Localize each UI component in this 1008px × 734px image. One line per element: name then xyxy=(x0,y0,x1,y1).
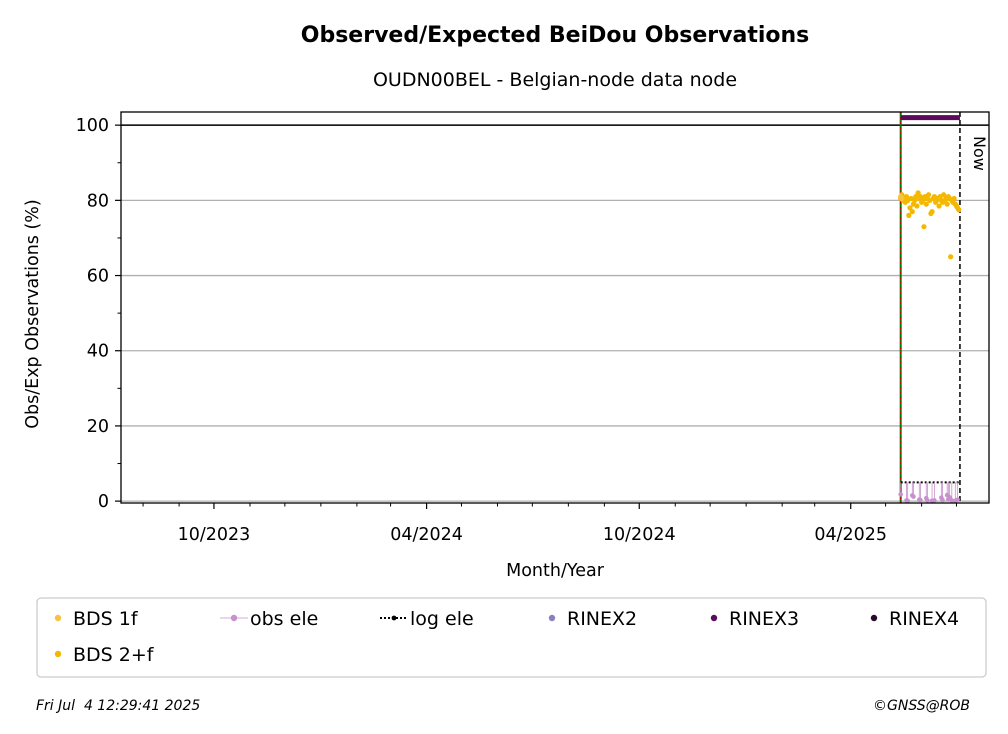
legend-label: RINEX3 xyxy=(729,608,799,630)
obs-ele-point xyxy=(898,492,903,497)
bds-2f-point xyxy=(914,203,920,209)
legend-entry: obs ele xyxy=(220,608,318,630)
legend-marker xyxy=(54,650,62,658)
x-tick-label: 10/2023 xyxy=(178,525,251,545)
legend-label: BDS 2+f xyxy=(73,644,155,666)
legend-marker xyxy=(230,614,238,622)
obs-ele-point xyxy=(949,498,955,503)
bds-2f-point xyxy=(941,192,947,198)
footer-timestamp: Fri Jul 4 12:29:41 2025 xyxy=(36,698,200,714)
legend-marker xyxy=(870,614,878,622)
legend-entry: RINEX2 xyxy=(548,608,637,630)
now-label: Now xyxy=(970,136,989,171)
legend-label: RINEX4 xyxy=(889,608,959,630)
footer-credit: ©GNSS@ROB xyxy=(873,698,970,714)
legend-label: RINEX2 xyxy=(567,608,637,630)
chart-title: Observed/Expected BeiDou Observations xyxy=(301,23,810,48)
y-tick-label: 20 xyxy=(87,417,109,437)
chart-subtitle: OUDN00BEL - Belgian-node data node xyxy=(373,69,737,91)
legend-entry: BDS 1f xyxy=(54,608,139,630)
bds-2f-point xyxy=(944,201,950,207)
obs-ele-point xyxy=(918,497,923,503)
legend-label: obs ele xyxy=(250,608,318,630)
plot-layer: Now xyxy=(898,112,989,504)
legend: BDS 1f obs ele log ele RINEX2 RINEX3 RINEX4 BD… xyxy=(36,597,987,678)
bds-1f-point xyxy=(899,195,905,202)
y-tick-label: 100 xyxy=(76,116,109,136)
legend-marker xyxy=(710,614,718,622)
obs-ele-point xyxy=(925,498,930,503)
obs-ele-point xyxy=(955,497,960,502)
x-tick-label: 04/2024 xyxy=(390,525,463,545)
y-axis-label: Obs/Exp Observations (%) xyxy=(23,199,43,429)
bds-2f-point xyxy=(921,224,927,230)
bds-2f-point xyxy=(923,201,929,207)
plot-frame xyxy=(120,111,990,504)
x-tick-label: 10/2024 xyxy=(603,525,676,545)
legend-marker xyxy=(54,614,62,622)
legend-entry: log ele xyxy=(380,608,474,630)
legend-box xyxy=(36,597,987,678)
legend-entry: RINEX4 xyxy=(870,608,959,630)
axis-layer: 0 20 40 60 80 100 10/2023 04/2024 10/2024 04/2025 xyxy=(76,116,957,545)
legend-label: log ele xyxy=(410,608,474,630)
obs-ele-point xyxy=(905,498,910,504)
bds-2f-point xyxy=(917,193,924,200)
bds-2f-point xyxy=(907,205,913,211)
x-tick-label: 04/2025 xyxy=(814,525,887,545)
bds-2f-point xyxy=(956,207,962,213)
y-tick-label: 0 xyxy=(98,492,109,512)
obs-ele-point xyxy=(940,497,945,503)
bds-2f-point xyxy=(929,209,935,215)
bds-2f-point xyxy=(920,197,926,203)
legend-entry: BDS 2+f xyxy=(54,644,155,666)
obs-ele-point xyxy=(911,494,916,499)
bds-2f-point xyxy=(936,203,942,209)
x-axis-label: Month/Year xyxy=(506,561,605,581)
legend-marker xyxy=(548,614,556,622)
legend-label: BDS 1f xyxy=(73,608,139,630)
y-tick-label: 40 xyxy=(87,342,109,362)
bds-2f-point xyxy=(906,212,912,218)
y-tick-label: 60 xyxy=(87,267,109,287)
legend-entry: RINEX3 xyxy=(710,608,799,630)
y-tick-label: 80 xyxy=(87,191,109,211)
bds-2f-point xyxy=(948,254,954,260)
bds-2f-point xyxy=(951,195,957,202)
bds-2f-point xyxy=(915,190,921,196)
bds-2f-point xyxy=(925,192,932,198)
legend-marker xyxy=(391,615,397,621)
bds-2f-point xyxy=(909,209,915,215)
obs-ele-point xyxy=(932,498,937,503)
grid-layer xyxy=(121,124,989,502)
